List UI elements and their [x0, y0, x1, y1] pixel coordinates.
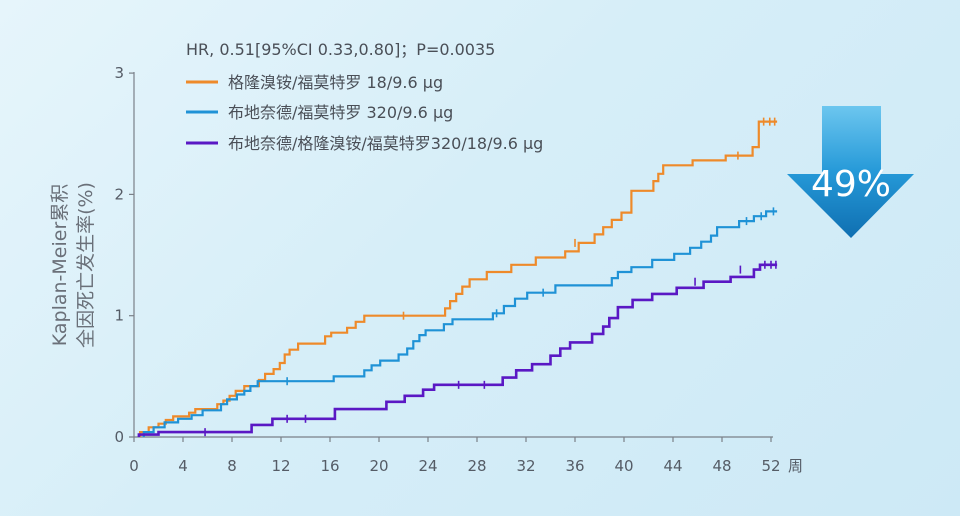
- series-line-bgf: [137, 263, 778, 437]
- series-line-bff: [142, 210, 778, 437]
- x-tick-label: 32: [516, 457, 535, 475]
- legend: 格隆溴铵/福莫特罗 18/9.6 μg 布地奈德/福莫特罗 320/9.6 μg…: [186, 73, 543, 153]
- x-tick-label: 0: [129, 457, 139, 475]
- x-tick-label: 36: [565, 457, 584, 475]
- x-tick-label: 4: [178, 457, 188, 475]
- x-tick-label: 12: [271, 457, 290, 475]
- x-tick-label: 40: [614, 457, 633, 475]
- x-tick-label: 16: [320, 457, 339, 475]
- series-lines: [137, 117, 778, 437]
- y-axis-title-line1: Kaplan-Meier累积: [49, 184, 71, 347]
- y-axis-title: Kaplan-Meier累积 全因死亡发生率(%): [49, 182, 97, 348]
- legend-label-bff: 布地奈德/福莫特罗 320/9.6 μg: [228, 103, 453, 122]
- y-tick-label: 3: [114, 64, 124, 82]
- x-tick-label: 52: [761, 457, 780, 475]
- y-tick-label: 2: [114, 185, 124, 203]
- y-axis-title-line2: 全因死亡发生率(%): [75, 182, 97, 348]
- x-tick-label: 48: [712, 457, 731, 475]
- x-tick-label: 28: [467, 457, 486, 475]
- reduction-percent: 49%: [811, 164, 891, 205]
- hr-annotation: HR, 0.51[95%CI 0.33,0.80]；P=0.0035: [186, 40, 495, 59]
- series-line-gff: [139, 120, 778, 437]
- reduction-arrow: 49%: [787, 106, 914, 238]
- x-axis-unit: 周: [788, 457, 803, 475]
- x-tick-label: 20: [369, 457, 388, 475]
- x-tick-label: 8: [227, 457, 237, 475]
- down-arrow-icon: [787, 106, 914, 238]
- y-tick-label: 0: [114, 428, 124, 446]
- x-tick-label: 24: [418, 457, 437, 475]
- legend-label-gff: 格隆溴铵/福莫特罗 18/9.6 μg: [228, 73, 443, 92]
- legend-label-bgf: 布地奈德/格隆溴铵/福莫特罗320/18/9.6 μg: [228, 134, 543, 153]
- y-tick-label: 1: [114, 307, 124, 325]
- x-tick-label: 44: [663, 457, 682, 475]
